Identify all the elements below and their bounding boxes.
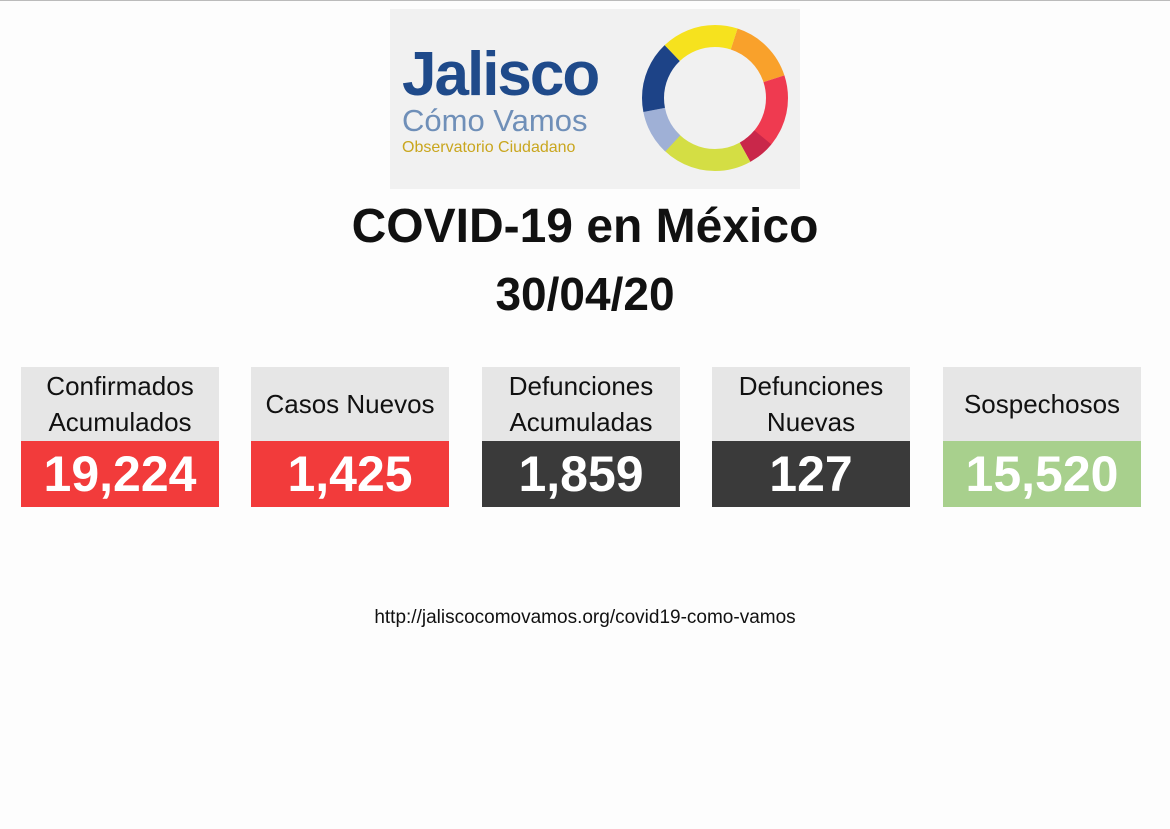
card-label: Confirmados Acumulados (21, 367, 219, 441)
stat-card: Defunciones Acumuladas 1,859 (482, 367, 680, 507)
logo: Jalisco Cómo Vamos Observatorio Ciudadan… (390, 9, 800, 189)
stat-card: Defunciones Nuevas 127 (712, 367, 910, 507)
logo-subtitle: Observatorio Ciudadano (402, 139, 576, 156)
stat-card: Confirmados Acumulados 19,224 (21, 367, 219, 507)
card-label: Defunciones Nuevas (712, 367, 910, 441)
logo-tagline: Cómo Vamos (402, 103, 588, 138)
card-value: 19,224 (21, 441, 219, 507)
logo-ring (642, 25, 788, 171)
url: http://jaliscocomovamos.org/covid19-como… (374, 607, 796, 628)
card-value: 127 (712, 441, 910, 507)
card-label: Defunciones Acumuladas (482, 367, 680, 441)
card-value: 1,859 (482, 441, 680, 507)
card-label: Casos Nuevos (251, 367, 449, 441)
date: 30/04/20 (495, 268, 675, 320)
card-value: 15,520 (943, 441, 1141, 507)
stat-card: Sospechosos 15,520 (943, 367, 1141, 507)
title: COVID-19 en México (351, 200, 819, 253)
stat-card: Casos Nuevos 1,425 (251, 367, 449, 507)
logo-name: Jalisco (402, 40, 600, 109)
card-value: 1,425 (251, 441, 449, 507)
card-label: Sospechosos (943, 367, 1141, 441)
